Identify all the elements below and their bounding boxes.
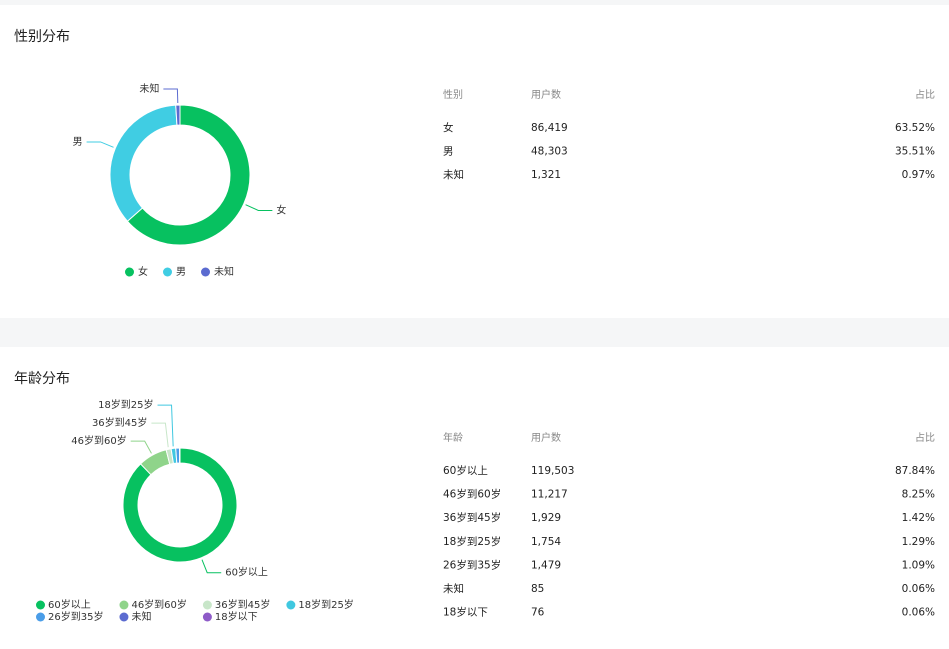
- legend-label: 18岁以下: [215, 610, 258, 623]
- legend-marker: [36, 612, 45, 622]
- table-cell: 119,503: [531, 465, 574, 477]
- table-cell: 85: [531, 583, 544, 595]
- table-cell: 11,217: [531, 489, 568, 501]
- pie-slice: [126, 104, 251, 246]
- table-cell: 76: [531, 607, 545, 619]
- table-cell: 1,321: [531, 169, 561, 181]
- legend-label: 未知: [131, 610, 151, 623]
- table-cell: 48,303: [531, 146, 568, 158]
- section-title: 年龄分布: [14, 371, 70, 387]
- legend-label: 46岁到60岁: [131, 598, 186, 611]
- slice-label: 60岁以上: [225, 566, 268, 579]
- legend-label: 26岁到35岁: [48, 610, 103, 623]
- table-cell: 0.97%: [902, 169, 935, 181]
- legend-label: 女: [138, 265, 148, 278]
- table-cell: 18岁到25岁: [443, 535, 501, 548]
- table-cell: 63.52%: [895, 122, 935, 134]
- slice-label: 女: [276, 203, 286, 216]
- table-cell: 1,929: [531, 512, 561, 524]
- table-header: 年龄: [443, 431, 463, 444]
- table-cell: 1.42%: [902, 512, 935, 524]
- table-cell: 86,419: [531, 122, 568, 134]
- table-cell: 35.51%: [895, 146, 935, 158]
- pie-slice: [122, 447, 238, 563]
- legend-marker: [202, 600, 212, 610]
- table-cell: 26岁到35岁: [443, 558, 501, 571]
- slice-label: 46岁到60岁: [71, 434, 126, 447]
- table-header: 性别: [443, 88, 463, 101]
- table-cell: 18岁以下: [443, 606, 488, 619]
- table-cell: 未知: [443, 582, 464, 595]
- legend-label: 18岁到25岁: [298, 598, 353, 611]
- label-line: [157, 404, 174, 447]
- legend-marker: [119, 612, 129, 622]
- table-cell: 1.09%: [902, 559, 935, 571]
- table-header: 占比: [915, 88, 935, 101]
- table-cell: 8.25%: [902, 489, 935, 501]
- slice-label: 36岁到45岁: [92, 416, 147, 429]
- slice-label: 男: [73, 136, 83, 148]
- pie-slice: [175, 447, 181, 464]
- table-header: 占比: [915, 431, 935, 444]
- table-cell: 60岁以上: [443, 464, 488, 477]
- legend-marker: [36, 600, 45, 610]
- panel: [0, 347, 949, 649]
- table-cell: 87.84%: [895, 465, 935, 477]
- legend-marker: [286, 600, 296, 610]
- table-header: 用户数: [531, 88, 561, 101]
- table-cell: 1.29%: [902, 536, 935, 548]
- legend-marker: [202, 612, 212, 622]
- table-cell: 36岁到45岁: [443, 511, 501, 524]
- legend-label: 未知: [214, 265, 234, 278]
- table-cell: 男: [443, 146, 454, 158]
- label-line: [151, 422, 169, 448]
- table-cell: 未知: [443, 168, 464, 181]
- label-line: [201, 559, 222, 574]
- label-line: [245, 204, 273, 211]
- legend-marker: [163, 267, 172, 277]
- label-line: [130, 440, 152, 454]
- table-header: 用户数: [531, 431, 561, 444]
- legend-label: 36岁到45岁: [215, 598, 270, 611]
- panel: [0, 5, 949, 318]
- legend-marker: [125, 267, 134, 277]
- table-cell: 0.06%: [902, 607, 935, 619]
- slice-label: 18岁到25岁: [98, 398, 153, 411]
- table-cell: 女: [443, 121, 454, 134]
- label-line: [86, 141, 114, 148]
- label-line: [163, 88, 179, 104]
- table-cell: 46岁到60岁: [443, 488, 501, 501]
- legend-marker: [119, 600, 129, 610]
- table-cell: 1,754: [531, 536, 561, 548]
- table-cell: 0.06%: [902, 583, 935, 595]
- legend-label: 男: [176, 266, 186, 278]
- section-title: 性别分布: [14, 29, 70, 45]
- legend-label: 60岁以上: [48, 598, 91, 611]
- table-cell: 1,479: [531, 559, 561, 571]
- slice-label: 未知: [139, 82, 159, 95]
- pie-slice: [175, 104, 181, 126]
- legend-marker: [201, 267, 210, 277]
